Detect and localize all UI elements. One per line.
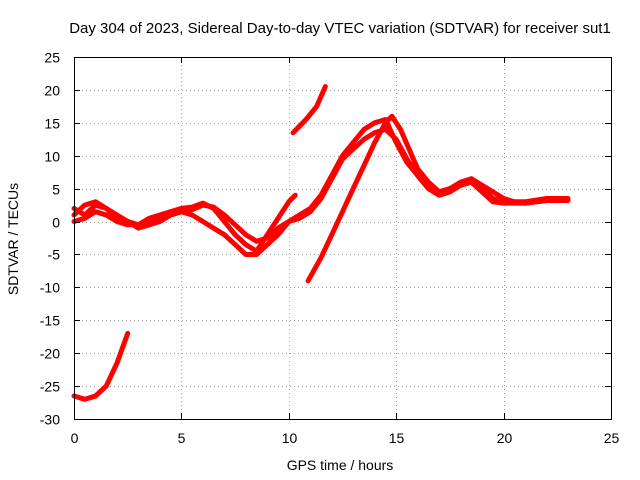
y-tick-label: -30 xyxy=(40,412,60,428)
plot-frame xyxy=(74,57,612,420)
y-tick-label: -15 xyxy=(40,313,60,329)
series-trace-high-segment xyxy=(290,84,328,136)
y-tick-label: 0 xyxy=(52,215,60,231)
x-axis-label: GPS time / hours xyxy=(287,457,394,473)
y-tick-label: -5 xyxy=(48,247,61,263)
y-tick-label: 15 xyxy=(44,116,60,132)
series-trace-rise xyxy=(305,113,567,284)
y-tick-label: -20 xyxy=(40,346,60,362)
y-tick-label: 5 xyxy=(52,182,60,198)
x-tick-label: 5 xyxy=(178,430,186,446)
y-axis-ticks: 25 20 15 10 5 0 -5 -10 -15 -20 -25 -30 xyxy=(40,50,611,428)
x-tick-label: 10 xyxy=(282,430,298,446)
y-tick-label: 25 xyxy=(44,50,60,66)
y-tick-label: -10 xyxy=(40,280,60,296)
series-trace-low-segment xyxy=(71,330,131,402)
x-tick-label: 0 xyxy=(71,430,79,446)
chart-title: Day 304 of 2023, Sidereal Day-to-day VTE… xyxy=(69,20,611,37)
y-tick-label: -25 xyxy=(40,379,60,395)
x-tick-label: 20 xyxy=(497,430,513,446)
x-tick-label: 15 xyxy=(389,430,405,446)
series-trace-main-a xyxy=(71,117,571,244)
y-axis-label: SDTVAR / TECUs xyxy=(5,183,21,295)
grid xyxy=(74,57,611,419)
x-tick-label: 25 xyxy=(604,430,620,446)
x-axis-ticks: 0 5 10 15 20 25 xyxy=(71,57,620,446)
data-series xyxy=(71,84,571,402)
series-trace-main-c xyxy=(71,192,298,254)
y-tick-label: 10 xyxy=(44,149,60,165)
y-tick-label: 20 xyxy=(44,83,60,99)
